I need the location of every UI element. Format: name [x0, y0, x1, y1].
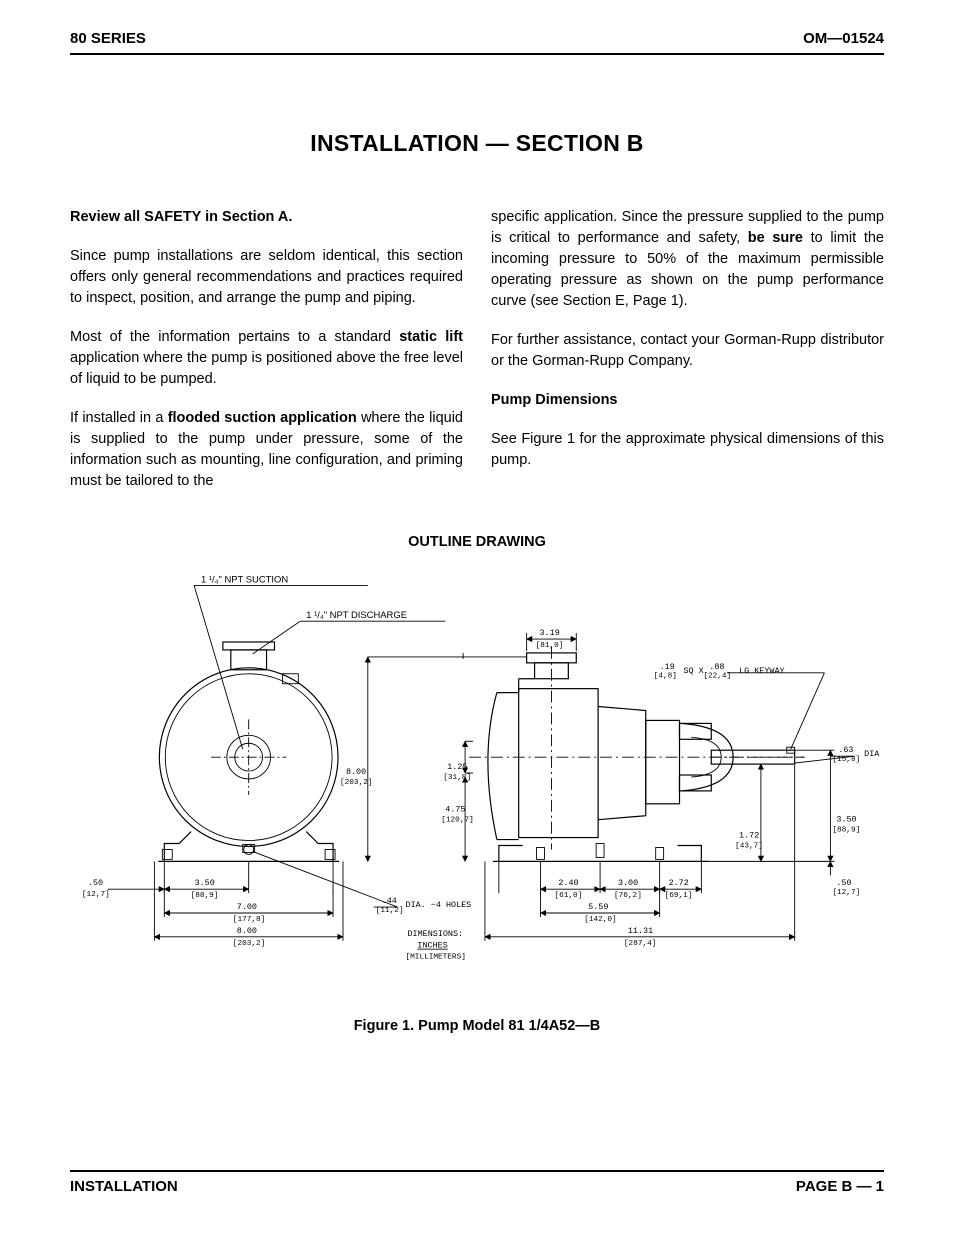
page-header: 80 SERIES OM—01524 [70, 30, 884, 55]
svg-text:.50: .50 [836, 878, 851, 888]
left-column: Review all SAFETY in Section A. Since pu… [70, 207, 463, 510]
svg-text:[15,8]: [15,8] [832, 756, 860, 764]
footer-left: INSTALLATION [70, 1178, 178, 1195]
figure-caption: Figure 1. Pump Model 81 1/4A52—B [70, 1018, 884, 1034]
svg-text:.19: .19 [660, 662, 675, 672]
svg-text:3.50: 3.50 [836, 815, 856, 825]
svg-text:.88: .88 [709, 662, 724, 672]
svg-text:[142,0]: [142,0] [584, 916, 617, 924]
svg-text:11.31: 11.31 [628, 926, 653, 936]
svg-text:4.75: 4.75 [445, 805, 465, 815]
left-p3: Most of the information pertains to a st… [70, 327, 463, 390]
svg-text:INCHES: INCHES [417, 941, 447, 951]
svg-text:3.19: 3.19 [540, 628, 560, 638]
svg-text:[76,2]: [76,2] [614, 892, 642, 900]
svg-text:[22,4]: [22,4] [703, 673, 731, 681]
header-right: OM—01524 [803, 30, 884, 47]
svg-text:1.25: 1.25 [447, 762, 467, 772]
svg-text:2.40: 2.40 [558, 878, 578, 888]
svg-text:1.72: 1.72 [739, 831, 759, 841]
svg-text:[61,0]: [61,0] [554, 892, 582, 900]
svg-text:.44: .44 [382, 896, 397, 906]
svg-text:8.00: 8.00 [237, 926, 257, 936]
svg-text:[31,8]: [31,8] [443, 774, 471, 782]
svg-text:.63: .63 [838, 745, 853, 755]
footer-right: PAGE B — 1 [796, 1178, 884, 1195]
right-subhead: Pump Dimensions [491, 390, 884, 411]
header-left: 80 SERIES [70, 30, 146, 47]
svg-text:[88,9]: [88,9] [191, 892, 219, 900]
svg-text:[12,7]: [12,7] [832, 889, 860, 897]
page: 80 SERIES OM—01524 INSTALLATION — SECTIO… [0, 0, 954, 1235]
right-p3: See Figure 1 for the approximate physica… [491, 429, 884, 471]
svg-text:7.00: 7.00 [237, 902, 257, 912]
left-p2: Since pump installations are seldom iden… [70, 246, 463, 309]
svg-text:[120,7]: [120,7] [441, 817, 474, 825]
right-p1: specific application. Since the pressure… [491, 207, 884, 312]
svg-text:2.72: 2.72 [669, 878, 689, 888]
svg-text:[88,9]: [88,9] [832, 827, 860, 835]
svg-text:8.00: 8.00 [346, 767, 366, 777]
svg-text:[69,1]: [69,1] [665, 892, 693, 900]
svg-text:[177,8]: [177,8] [233, 916, 265, 924]
svg-text:3.00: 3.00 [618, 878, 638, 888]
svg-text:[81,0]: [81,0] [536, 642, 564, 650]
left-p1: Review all SAFETY in Section A. [70, 207, 463, 228]
svg-text:.50: .50 [88, 878, 103, 888]
svg-text:[203,2]: [203,2] [233, 940, 265, 948]
svg-text:[12,7]: [12,7] [82, 891, 110, 899]
page-footer: INSTALLATION PAGE B — 1 [70, 1170, 884, 1195]
right-column: specific application. Since the pressure… [491, 207, 884, 510]
section-title: INSTALLATION — SECTION B [70, 130, 884, 157]
svg-text:[4,8]: [4,8] [654, 673, 677, 681]
svg-text:DIA. −4 HOLES: DIA. −4 HOLES [406, 900, 472, 910]
svg-text:DIA: DIA [864, 749, 880, 759]
body-columns: Review all SAFETY in Section A. Since pu… [70, 207, 884, 510]
svg-text:1 ¹/₄" NPT SUCTION: 1 ¹/₄" NPT SUCTION [201, 574, 288, 585]
svg-text:DIMENSIONS:: DIMENSIONS: [408, 929, 464, 939]
svg-text:[203,2]: [203,2] [340, 779, 373, 787]
svg-text:1 ¹/₄" NPT DISCHARGE: 1 ¹/₄" NPT DISCHARGE [306, 609, 407, 620]
svg-text:LG KEYWAY: LG KEYWAY [739, 666, 785, 676]
svg-text:[287,4]: [287,4] [624, 940, 657, 948]
pump-diagram: 1 ¹/₄" NPT SUCTION 1 ¹/₄" NPT DISCHARGE .1… [70, 562, 884, 992]
svg-text:5.59: 5.59 [588, 902, 608, 912]
outline-drawing: 1 ¹/₄" NPT SUCTION 1 ¹/₄" NPT DISCHARGE .1… [70, 562, 884, 992]
left-p4: If installed in a flooded suction applic… [70, 408, 463, 492]
drawing-title: OUTLINE DRAWING [70, 534, 884, 550]
svg-text:[MILLIMETERS]: [MILLIMETERS] [406, 954, 466, 962]
svg-text:SQ X: SQ X [683, 666, 703, 676]
right-p2: For further assistance, contact your Gor… [491, 330, 884, 372]
svg-text:[43,7]: [43,7] [735, 843, 763, 851]
svg-text:3.50: 3.50 [195, 878, 215, 888]
svg-text:[11,2]: [11,2] [376, 907, 404, 915]
